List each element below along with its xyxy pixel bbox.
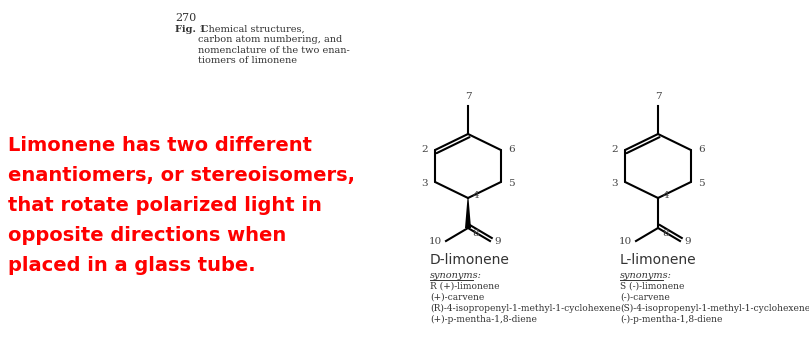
Text: D-limonene: D-limonene	[430, 253, 510, 267]
Text: R (+)-limonene: R (+)-limonene	[430, 282, 499, 291]
Text: 2: 2	[421, 145, 428, 153]
Text: Fig. 1: Fig. 1	[175, 25, 205, 34]
Text: 270: 270	[175, 13, 197, 23]
Text: enantiomers, or stereoisomers,: enantiomers, or stereoisomers,	[8, 166, 355, 185]
Text: 3: 3	[421, 179, 428, 187]
Text: (-)-carvene: (-)-carvene	[620, 293, 670, 302]
Text: synonyms:: synonyms:	[430, 271, 482, 280]
Text: 8: 8	[662, 229, 668, 238]
Text: (+)-p-mentha-1,8-diene: (+)-p-mentha-1,8-diene	[430, 315, 537, 324]
Text: L-limonene: L-limonene	[620, 253, 697, 267]
Text: 10: 10	[619, 237, 632, 245]
Polygon shape	[465, 198, 471, 228]
Text: (+)-carvene: (+)-carvene	[430, 293, 485, 302]
Text: (S)-4-isopropenyl-1-methyl-1-cyclohexene: (S)-4-isopropenyl-1-methyl-1-cyclohexene	[620, 304, 809, 313]
Text: 4: 4	[663, 192, 670, 200]
Text: synonyms:: synonyms:	[620, 271, 672, 280]
Text: 8: 8	[472, 229, 479, 238]
Text: that rotate polarized light in: that rotate polarized light in	[8, 196, 322, 215]
Text: 9: 9	[494, 237, 501, 245]
Text: 5: 5	[508, 179, 515, 187]
Text: opposite directions when: opposite directions when	[8, 226, 286, 245]
Text: S (-)-limonene: S (-)-limonene	[620, 282, 684, 291]
Text: 7: 7	[464, 92, 472, 101]
Text: Chemical structures,
carbon atom numbering, and
nomenclature of the two enan-
ti: Chemical structures, carbon atom numberi…	[198, 25, 349, 65]
Text: (R)-4-isopropenyl-1-methyl-1-cyclohexene: (R)-4-isopropenyl-1-methyl-1-cyclohexene	[430, 304, 621, 313]
Text: placed in a glass tube.: placed in a glass tube.	[8, 256, 256, 275]
Text: 5: 5	[698, 179, 705, 187]
Text: 10: 10	[429, 237, 442, 245]
Text: 3: 3	[612, 179, 618, 187]
Text: 7: 7	[654, 92, 661, 101]
Text: (-)-p-mentha-1,8-diene: (-)-p-mentha-1,8-diene	[620, 315, 722, 324]
Text: 2: 2	[612, 145, 618, 153]
Text: 6: 6	[698, 145, 705, 153]
Text: 6: 6	[508, 145, 515, 153]
Text: 4: 4	[473, 192, 480, 200]
Text: Limonene has two different: Limonene has two different	[8, 136, 312, 155]
Text: 9: 9	[684, 237, 691, 245]
